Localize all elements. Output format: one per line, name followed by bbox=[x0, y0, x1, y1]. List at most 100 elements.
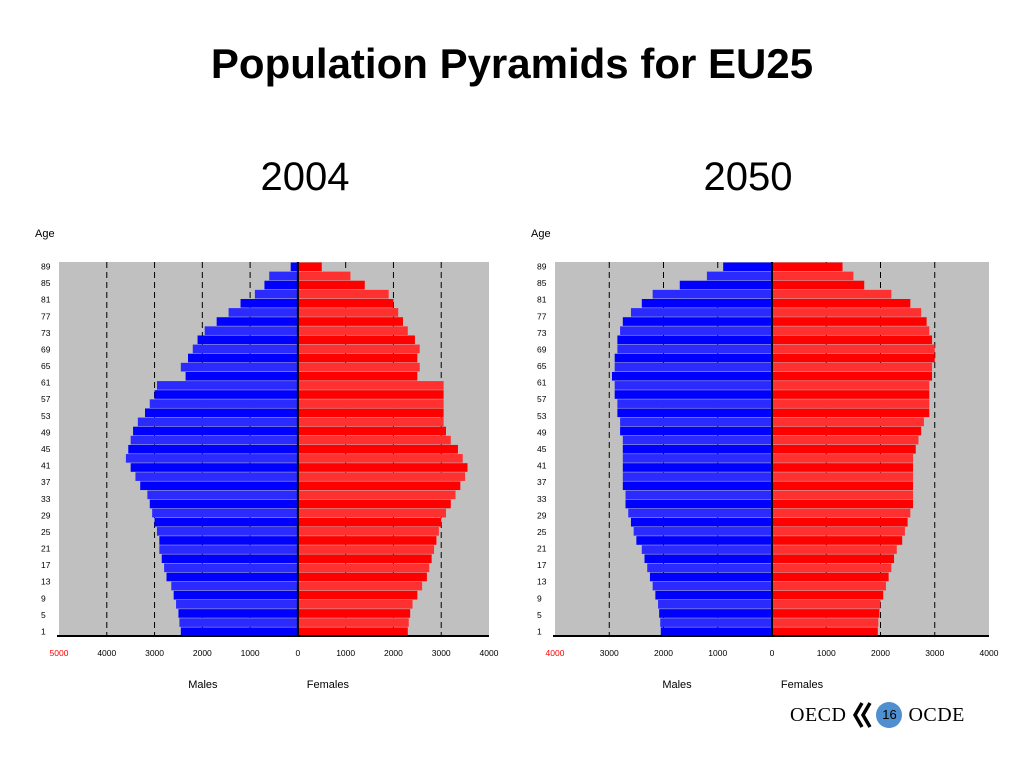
male-bar bbox=[131, 463, 298, 472]
oecd-label: OECD bbox=[790, 704, 846, 727]
x-tick-label: 0 bbox=[770, 648, 775, 658]
age-tick-label: 9 bbox=[537, 593, 542, 603]
female-bar bbox=[772, 518, 908, 527]
male-bar bbox=[612, 372, 772, 381]
x-tick-label: 1000 bbox=[336, 648, 355, 658]
male-bar bbox=[647, 564, 772, 573]
male-bar bbox=[615, 354, 772, 363]
chart-title-2050: 2050 bbox=[648, 155, 848, 200]
age-tick-label: 77 bbox=[41, 311, 51, 321]
female-bar bbox=[298, 500, 451, 509]
page-number-badge: 16 bbox=[876, 702, 902, 728]
male-bar bbox=[174, 591, 298, 600]
male-bar bbox=[650, 573, 772, 582]
male-bar bbox=[723, 263, 772, 272]
female-bar bbox=[772, 564, 891, 573]
male-bar bbox=[660, 618, 772, 627]
male-bar bbox=[241, 299, 298, 308]
female-bar bbox=[772, 272, 853, 281]
female-bar bbox=[298, 436, 451, 445]
male-bar bbox=[217, 317, 298, 326]
male-bar bbox=[150, 399, 298, 408]
age-tick-label: 53 bbox=[537, 411, 547, 421]
age-tick-label: 33 bbox=[41, 494, 51, 504]
female-bar bbox=[772, 500, 913, 509]
male-bar bbox=[617, 335, 772, 344]
x-tick-label: 4000 bbox=[97, 648, 116, 658]
age-tick-label: 73 bbox=[41, 328, 51, 338]
male-bar bbox=[661, 627, 772, 636]
age-tick-label: 13 bbox=[41, 577, 51, 587]
male-bar bbox=[645, 554, 772, 563]
male-bar bbox=[229, 308, 298, 317]
female-bar bbox=[772, 263, 843, 272]
female-bar bbox=[772, 481, 913, 490]
age-tick-label: 85 bbox=[41, 278, 51, 288]
female-bar bbox=[772, 472, 913, 481]
male-bar bbox=[147, 491, 298, 500]
age-tick-label: 81 bbox=[41, 295, 51, 305]
female-bar bbox=[298, 390, 444, 399]
male-bar bbox=[615, 363, 772, 372]
x-tick-label: 2000 bbox=[871, 648, 890, 658]
female-bar bbox=[772, 618, 878, 627]
female-bar bbox=[298, 536, 437, 545]
female-bar bbox=[772, 418, 924, 427]
male-bar bbox=[128, 445, 298, 454]
male-bar bbox=[620, 326, 772, 335]
x-tick-label: 1000 bbox=[241, 648, 260, 658]
male-bar bbox=[155, 518, 298, 527]
male-bar bbox=[620, 418, 772, 427]
female-bar bbox=[298, 591, 417, 600]
male-bar bbox=[623, 454, 772, 463]
female-bar bbox=[298, 582, 422, 591]
female-bar bbox=[298, 564, 429, 573]
x-tick-label: 3000 bbox=[925, 648, 944, 658]
female-bar bbox=[772, 372, 932, 381]
female-bar bbox=[298, 354, 417, 363]
female-bar bbox=[772, 491, 913, 500]
x-tick-label: 2000 bbox=[384, 648, 403, 658]
female-bar bbox=[772, 281, 864, 290]
male-bar bbox=[186, 372, 298, 381]
age-tick-label: 9 bbox=[41, 593, 46, 603]
female-bar bbox=[298, 408, 444, 417]
male-bar bbox=[631, 518, 772, 527]
female-bar bbox=[772, 335, 932, 344]
female-bar bbox=[772, 545, 897, 554]
male-bar bbox=[707, 272, 772, 281]
female-bar bbox=[298, 618, 409, 627]
male-bar bbox=[291, 263, 298, 272]
age-tick-label: 1 bbox=[41, 626, 46, 636]
x-tick-label: 4000 bbox=[546, 648, 565, 658]
female-bar bbox=[298, 299, 394, 308]
female-bar bbox=[772, 299, 910, 308]
male-bar bbox=[133, 427, 298, 436]
male-bar bbox=[188, 354, 298, 363]
female-bar bbox=[772, 527, 905, 536]
male-bar bbox=[193, 345, 298, 354]
male-bar bbox=[126, 454, 298, 463]
female-bar bbox=[772, 454, 913, 463]
female-bar bbox=[298, 263, 322, 272]
age-tick-label: 77 bbox=[537, 311, 547, 321]
male-bar bbox=[623, 463, 772, 472]
x-tick-label: 2000 bbox=[193, 648, 212, 658]
males-axis-label: Males bbox=[662, 679, 692, 691]
female-bar bbox=[298, 600, 413, 609]
male-bar bbox=[680, 281, 772, 290]
y-axis-label: Age bbox=[35, 228, 55, 240]
male-bar bbox=[135, 472, 297, 481]
x-tick-label: 1000 bbox=[817, 648, 836, 658]
male-bar bbox=[655, 591, 772, 600]
female-bar bbox=[772, 509, 910, 518]
female-bar bbox=[772, 463, 913, 472]
male-bar bbox=[131, 436, 298, 445]
x-tick-label: 3000 bbox=[145, 648, 164, 658]
female-bar bbox=[772, 345, 935, 354]
male-bar bbox=[615, 390, 772, 399]
age-tick-label: 37 bbox=[41, 477, 51, 487]
age-tick-label: 69 bbox=[41, 344, 51, 354]
male-bar bbox=[628, 509, 772, 518]
ocde-label: OCDE bbox=[908, 704, 964, 727]
